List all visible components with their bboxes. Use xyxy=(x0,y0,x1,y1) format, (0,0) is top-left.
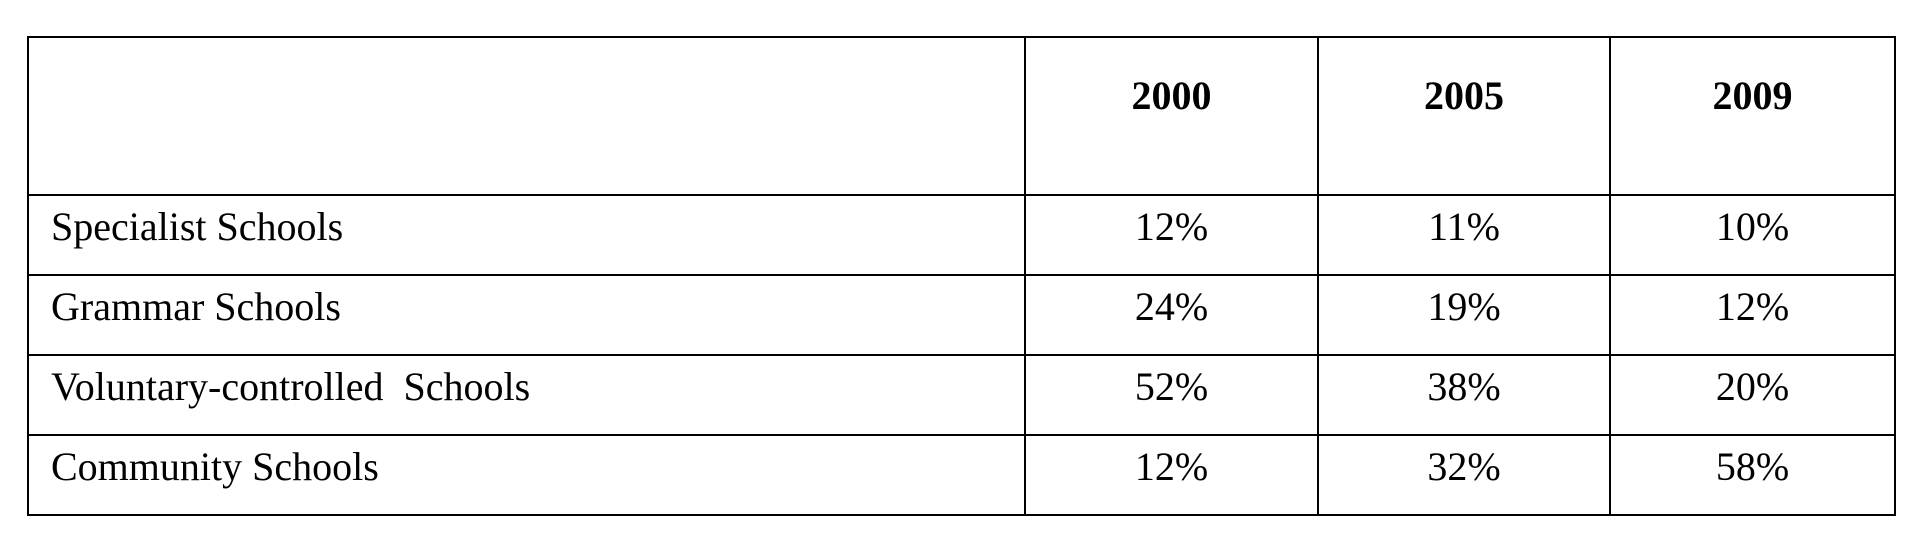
table-row: Voluntary-controlled Schools 52% 38% 20% xyxy=(27,354,1896,436)
table-cell: 58% xyxy=(1609,434,1896,516)
row-label: Specialist Schools xyxy=(27,194,1026,276)
table-row: Grammar Schools 24% 19% 12% xyxy=(27,274,1896,356)
table-cell: 52% xyxy=(1024,354,1319,436)
header-year-2000: 2000 xyxy=(1024,36,1319,196)
header-year-2005: 2005 xyxy=(1317,36,1611,196)
table-cell: 12% xyxy=(1609,274,1896,356)
row-label: Voluntary-controlled Schools xyxy=(27,354,1026,436)
table-cell: 38% xyxy=(1317,354,1611,436)
table-cell: 12% xyxy=(1024,434,1319,516)
table-cell: 12% xyxy=(1024,194,1319,276)
table-cell: 19% xyxy=(1317,274,1611,356)
school-types-table: 2000 2005 2009 Specialist Schools 12% 11… xyxy=(27,36,1896,516)
table-cell: 10% xyxy=(1609,194,1896,276)
row-label: Community Schools xyxy=(27,434,1026,516)
table-cell: 20% xyxy=(1609,354,1896,436)
table-cell: 32% xyxy=(1317,434,1611,516)
table-cell: 24% xyxy=(1024,274,1319,356)
header-corner-cell xyxy=(27,36,1026,196)
table-row: Specialist Schools 12% 11% 10% xyxy=(27,194,1896,276)
table-header-row: 2000 2005 2009 xyxy=(27,36,1896,196)
table-row: Community Schools 12% 32% 58% xyxy=(27,434,1896,516)
table-cell: 11% xyxy=(1317,194,1611,276)
row-label: Grammar Schools xyxy=(27,274,1026,356)
header-year-2009: 2009 xyxy=(1609,36,1896,196)
